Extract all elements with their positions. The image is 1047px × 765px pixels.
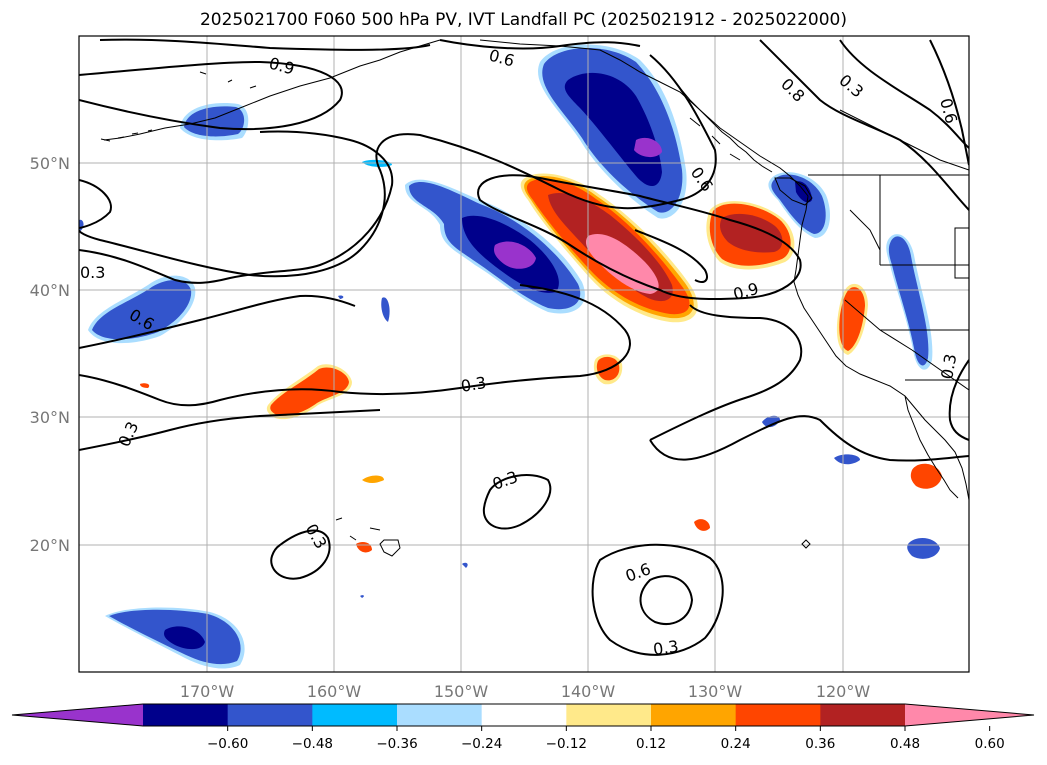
map-layers: 0.9 0.6 0.8 0.3 0.6 0.6 0.3 0.6 0.9 0.3 …	[79, 36, 969, 672]
colorbar-tick-label: −0.48	[292, 736, 333, 752]
contour-label: 0.3	[937, 352, 960, 380]
latitude-labels: 50°N 40°N 30°N 20°N	[30, 154, 70, 555]
small-anomaly-10	[910, 463, 942, 489]
small-anomaly-7	[694, 519, 710, 531]
positive-anomaly-california	[836, 283, 868, 355]
lat-label-50n: 50°N	[30, 154, 70, 173]
colorbar-segment	[312, 704, 398, 726]
negative-anomaly-edge	[79, 219, 84, 232]
colorbar-segment	[227, 704, 313, 726]
small-anomaly-13	[360, 595, 364, 598]
colorbar-segment	[820, 704, 906, 726]
colorbar-segment	[566, 704, 652, 726]
lon-label-140w: 140°W	[561, 682, 616, 701]
colorbar-tick-label: −0.36	[376, 736, 417, 752]
colorbar-tick-label: 0.60	[975, 736, 1005, 752]
small-anomaly-12	[462, 562, 468, 568]
colorbar-tick-label: 0.48	[890, 736, 920, 752]
colorbar-extend-max	[905, 704, 1034, 726]
contours	[79, 38, 969, 656]
lat-label-30n: 30°N	[30, 408, 70, 427]
plot-area	[79, 36, 969, 672]
colorbar-ticks: −0.60 −0.48 −0.36 −0.24 −0.12 0.12 0.24 0.36 0.4…	[207, 726, 1005, 752]
lon-label-120w: 120°W	[816, 682, 871, 701]
small-anomaly-5	[362, 475, 384, 483]
lat-label-20n: 20°N	[30, 536, 70, 555]
graticule	[79, 36, 969, 672]
colorbar-tick-label: 0.24	[721, 736, 751, 752]
lon-label-150w: 150°W	[434, 682, 489, 701]
contour-label: 0.3	[80, 263, 105, 282]
small-anomaly-11	[907, 538, 940, 559]
colorbar-segment	[651, 704, 737, 726]
shaded-fields	[79, 44, 942, 669]
small-anomaly-2	[381, 297, 390, 322]
small-anomaly-3	[338, 295, 344, 299]
colorbar-outline	[11, 703, 1035, 727]
colorbar-tick-label: −0.12	[546, 736, 587, 752]
map-title: 2025021700 F060 500 hPa PV, IVT Landfall…	[199, 10, 847, 30]
contour-label: 0.3	[459, 373, 487, 396]
longitude-labels: 170°W 160°W 150°W 140°W 130°W 120°W	[180, 682, 871, 701]
lat-label-40n: 40°N	[30, 281, 70, 300]
negative-anomaly-north	[538, 44, 687, 219]
lon-label-130w: 130°W	[688, 682, 743, 701]
lon-label-170w: 170°W	[180, 682, 235, 701]
colorbar-extend-min	[12, 704, 143, 726]
negative-anomaly-south	[105, 607, 245, 669]
colorbar-segments	[11, 703, 1035, 727]
plot-border	[78, 35, 970, 673]
negative-anomaly-bc-coast	[768, 172, 831, 238]
small-anomaly-4	[140, 383, 150, 388]
negative-anomaly-central	[405, 179, 585, 314]
negative-anomaly-west	[88, 275, 196, 344]
colorbar-segment	[735, 704, 821, 726]
lon-label-160w: 160°W	[307, 682, 362, 701]
negative-anomaly-inland	[886, 234, 933, 370]
positive-anomaly-subtropical	[266, 364, 352, 420]
colorbar: −0.60 −0.48 −0.36 −0.24 −0.12 0.12 0.24 0.36 0.4…	[11, 703, 1035, 752]
colorbar-segment	[397, 704, 483, 726]
colorbar-tick-label: −0.60	[207, 736, 248, 752]
colorbar-segment	[481, 704, 567, 726]
colorbar-segment	[143, 704, 229, 726]
colorbar-tick-label: −0.24	[461, 736, 502, 752]
positive-anomaly-main	[520, 173, 698, 323]
colorbar-tick-label: 0.36	[805, 736, 835, 752]
colorbar-tick-label: 0.12	[636, 736, 666, 752]
contour-label: 0.3	[652, 637, 680, 659]
small-anomaly-9	[834, 454, 860, 465]
